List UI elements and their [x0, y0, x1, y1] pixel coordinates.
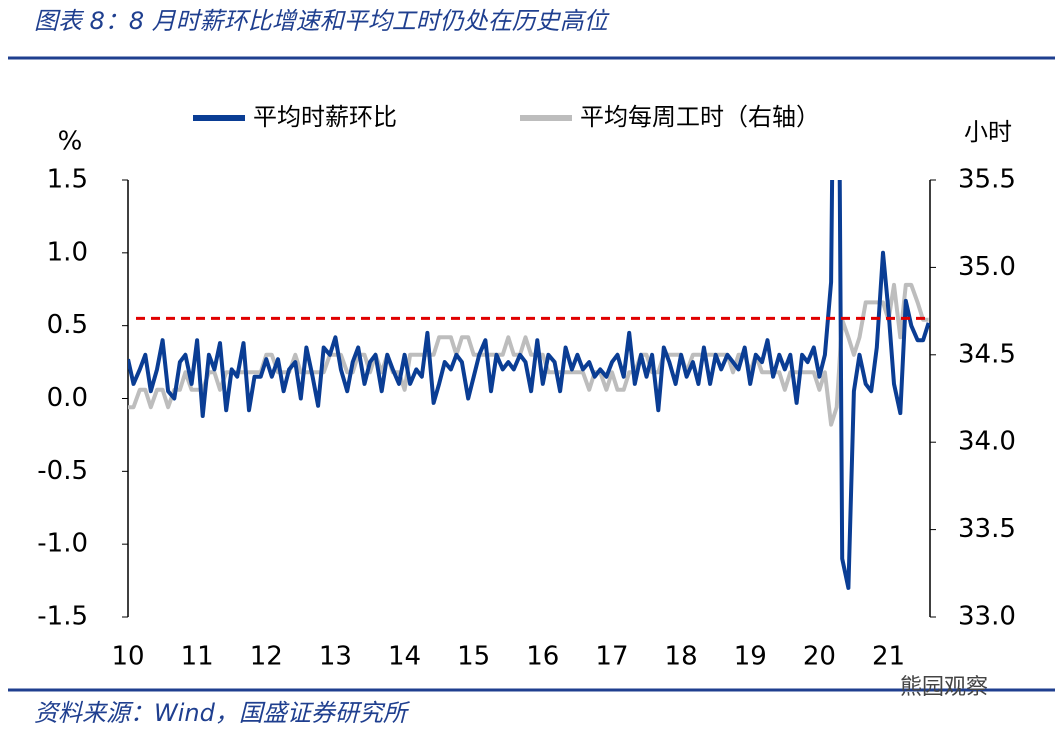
- x-tick-label: 20: [803, 642, 836, 672]
- y-tick-label: -1.0: [37, 529, 88, 559]
- y2-axis-label: 小时: [964, 118, 1012, 146]
- y2-tick-label: 33.5: [958, 514, 1016, 544]
- watermark: 熊园观察: [900, 675, 988, 700]
- y-tick-label: 0.5: [47, 310, 88, 340]
- y2-tick-label: 34.0: [958, 427, 1016, 457]
- y-tick-label: 0.0: [47, 383, 88, 413]
- y2-tick-label: 35.0: [958, 252, 1016, 282]
- x-tick-label: 11: [181, 642, 214, 672]
- x-tick-label: 14: [388, 642, 421, 672]
- y2-tick-label: 34.5: [958, 339, 1016, 369]
- x-tick-label: 19: [734, 642, 767, 672]
- x-tick-label: 16: [526, 642, 559, 672]
- y2-tick-label: 33.0: [958, 602, 1016, 632]
- x-tick-label: 12: [250, 642, 283, 672]
- y2-tick-label: 35.5: [958, 165, 1016, 195]
- x-tick-label: 17: [595, 642, 628, 672]
- legend-label: 平均每周工时（右轴）: [580, 103, 820, 131]
- x-tick-label: 15: [457, 642, 490, 672]
- x-tick-label: 18: [665, 642, 698, 672]
- y-tick-label: 1.0: [47, 237, 88, 267]
- x-tick-label: 13: [319, 642, 352, 672]
- x-tick-label: 10: [111, 642, 144, 672]
- y-axis-label: %: [58, 127, 83, 157]
- series-line: [128, 180, 930, 590]
- y-tick-label: 1.5: [47, 165, 88, 195]
- plot-area: [128, 180, 930, 590]
- x-tick-label: 21: [872, 642, 905, 672]
- y-tick-label: -0.5: [37, 456, 88, 486]
- source: 资料来源：Wind，国盛证券研究所: [34, 699, 411, 727]
- y-tick-label: -1.5: [37, 602, 88, 632]
- legend-label: 平均时薪环比: [253, 103, 397, 131]
- chart-title: 图表 8：8 月时薪环比增速和平均工时仍处在历史高位: [34, 7, 610, 35]
